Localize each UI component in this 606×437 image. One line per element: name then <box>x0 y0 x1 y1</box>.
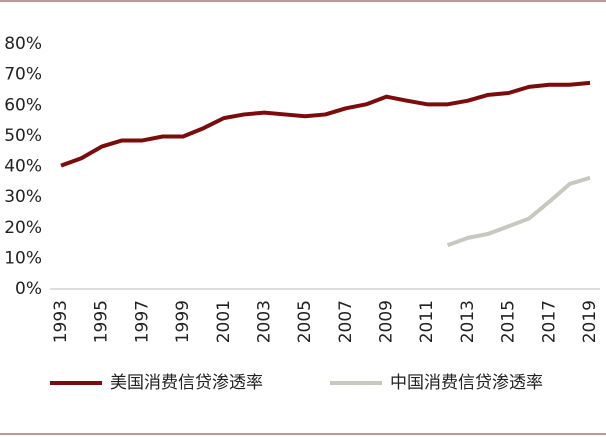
x-tick-label: 2013 <box>458 300 478 343</box>
y-tick-label: 80% <box>4 34 42 54</box>
y-tick-label: 20% <box>4 218 42 238</box>
x-tick-label: 2019 <box>580 300 600 343</box>
series-line <box>60 80 591 168</box>
y-tick-label: 30% <box>4 187 42 207</box>
x-tick-label: 2003 <box>254 300 274 343</box>
legend-label: 中国消费信贷渗透率 <box>390 373 543 393</box>
x-tick-label: 2001 <box>214 300 234 343</box>
y-tick-label: 40% <box>4 157 42 177</box>
x-tick-label: 2007 <box>336 300 356 343</box>
x-tick-label: 2015 <box>499 300 519 343</box>
legend-label: 美国消费信贷渗透率 <box>110 373 263 393</box>
x-tick-label: 2011 <box>417 300 437 343</box>
x-tick-label: 1993 <box>51 300 71 343</box>
x-tick-label: 1995 <box>92 300 112 343</box>
y-tick-label: 10% <box>4 248 42 268</box>
x-tick-label: 2009 <box>377 300 397 343</box>
y-tick-label: 50% <box>4 126 42 146</box>
x-tick-label: 2005 <box>295 300 315 343</box>
x-tick-label: 1997 <box>132 300 152 343</box>
x-tick-label: 2017 <box>539 300 559 343</box>
x-tick-label: 1999 <box>173 300 193 343</box>
y-tick-label: 60% <box>4 95 42 115</box>
y-tick-label: 0% <box>15 279 42 299</box>
y-tick-label: 70% <box>4 65 42 85</box>
series-line <box>446 175 591 248</box>
